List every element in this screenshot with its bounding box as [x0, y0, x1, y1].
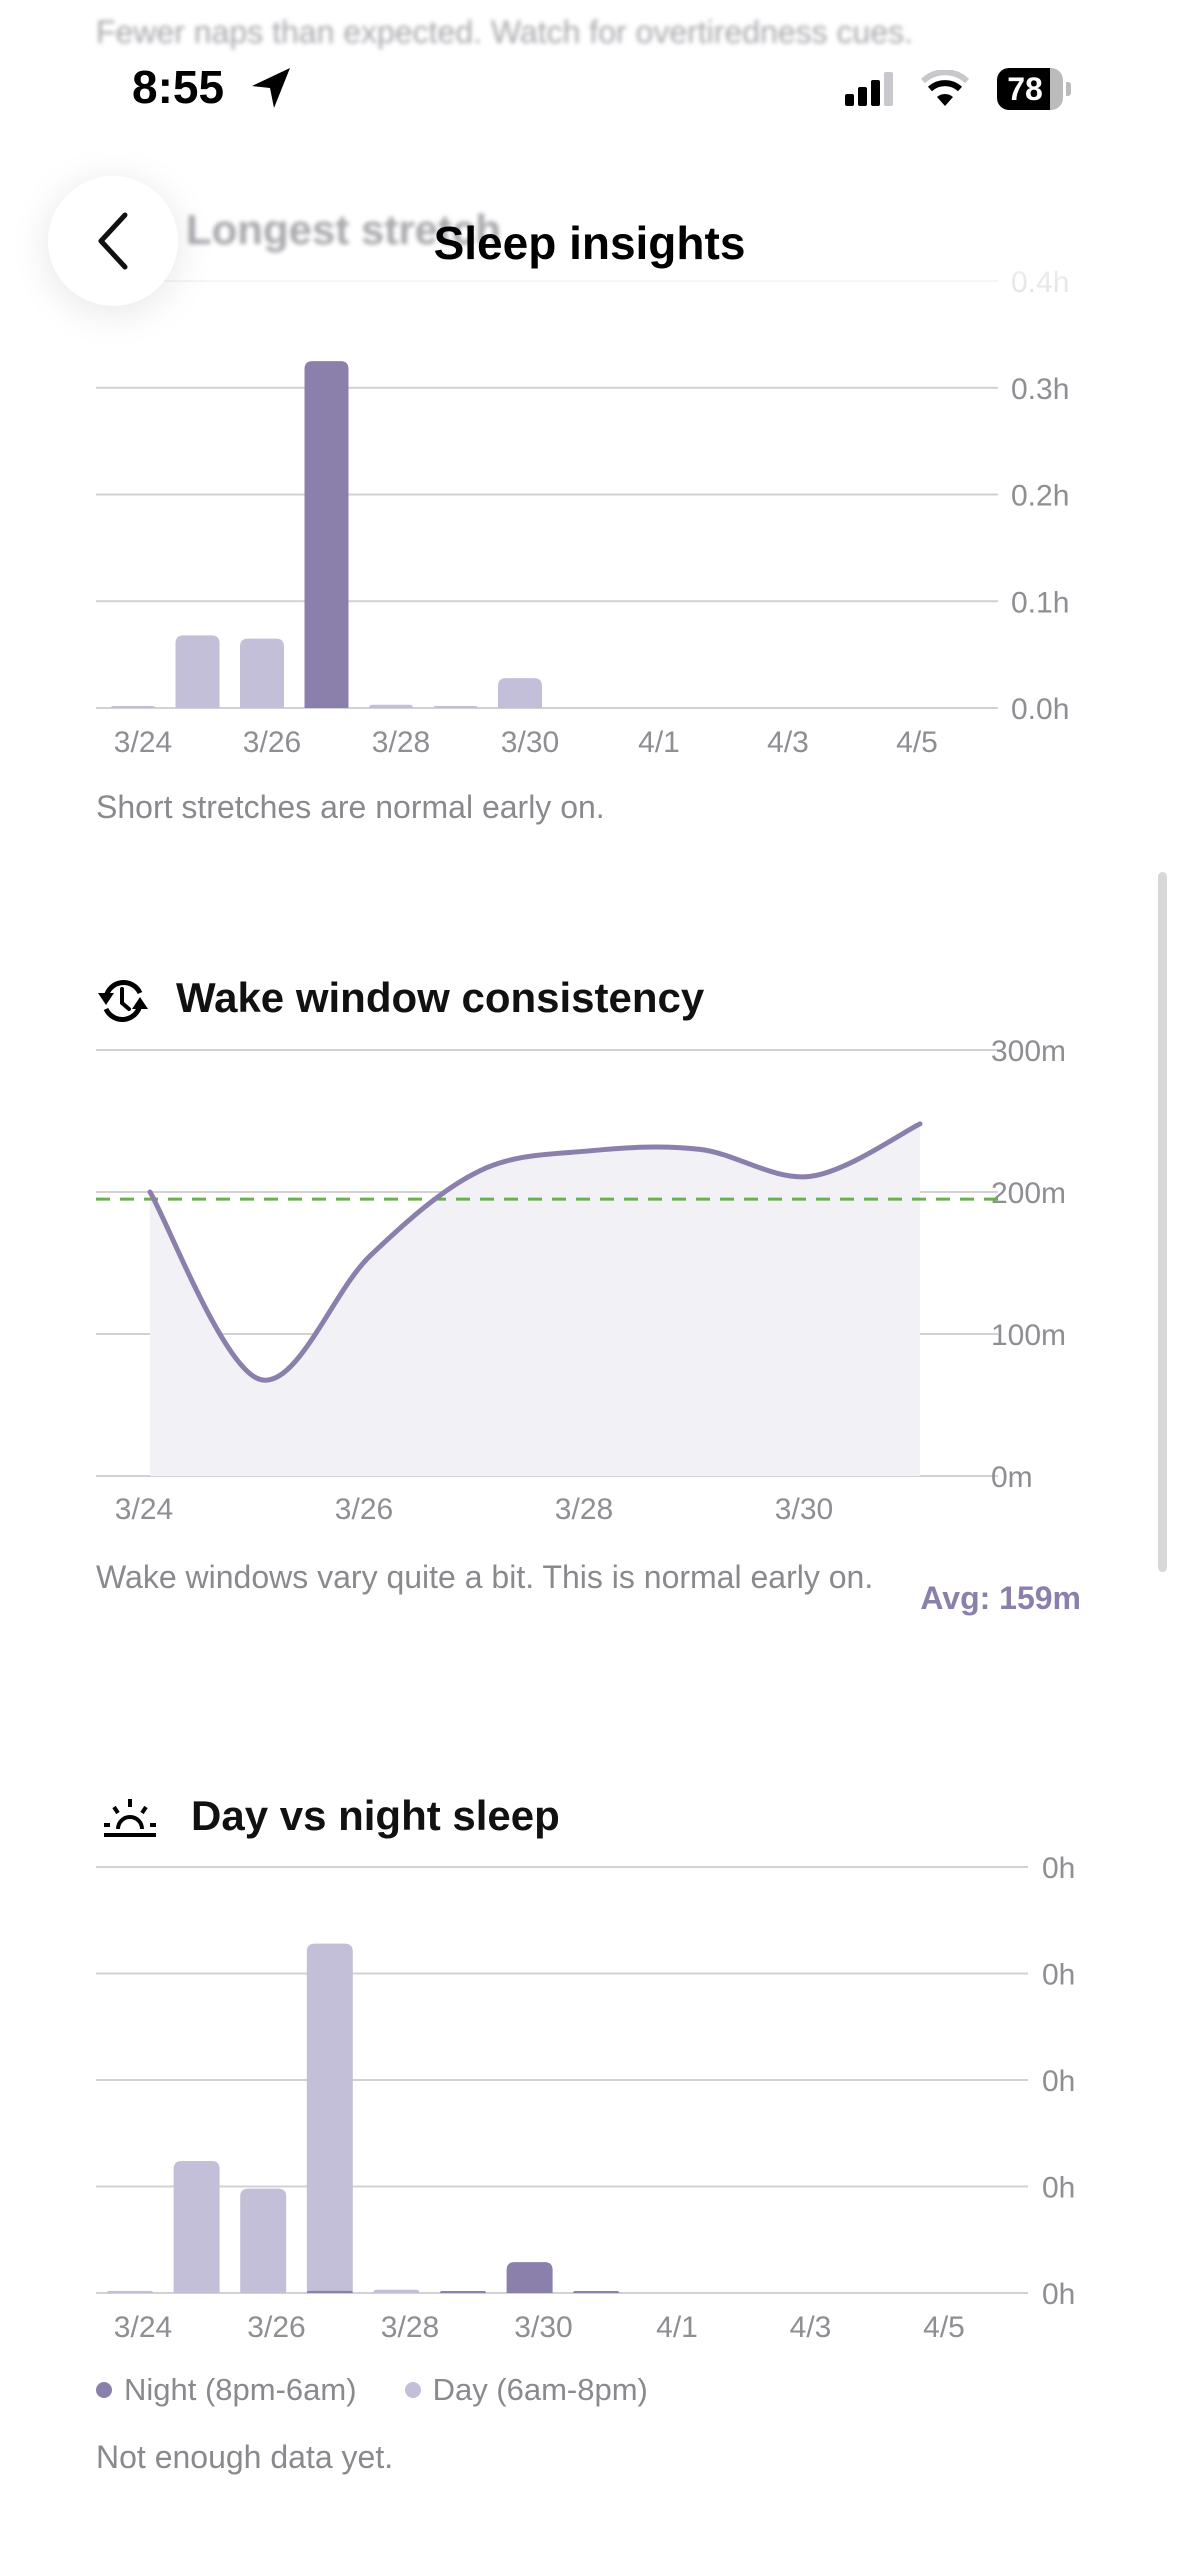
x-tick-label: 3/26 [335, 1493, 393, 1526]
x-tick-label: 4/5 [896, 726, 938, 759]
bar [369, 704, 413, 708]
longest-stretch-caption: Short stretches are normal early on. [96, 789, 605, 825]
wake-window-average: Avg: 159m [920, 1580, 1081, 1616]
status-time: 8:55 [132, 61, 225, 113]
bar [240, 638, 284, 708]
wake-window-caption: Wake windows vary quite a bit. This is n… [96, 1559, 874, 1595]
wifi-icon [920, 70, 970, 106]
legend-day-swatch [404, 2382, 421, 2398]
clock-cycle-icon [98, 980, 148, 1022]
night-bar [506, 2262, 553, 2293]
y-tick-label: 0.0h [1011, 693, 1069, 726]
night-bar [440, 2291, 486, 2293]
sunrise-icon [104, 1799, 156, 1837]
legend-night-label: Night (8pm-6am) [124, 2372, 357, 2407]
x-tick-label: 3/30 [775, 1493, 833, 1526]
day-night-caption: Not enough data yet. [96, 2439, 394, 2475]
x-tick-label: 3/30 [514, 2311, 572, 2344]
y-tick-label: 100m [991, 1319, 1066, 1352]
bar [304, 361, 349, 708]
y-tick-label: 0.1h [1011, 586, 1069, 619]
chevron-left-icon [98, 212, 128, 270]
battery-tip [1066, 82, 1071, 96]
area-fill [150, 1123, 920, 1476]
x-tick-label: 3/24 [114, 2311, 172, 2344]
y-tick-label: 200m [991, 1177, 1066, 1210]
y-tick-label: 0h [1042, 2065, 1075, 2098]
y-tick-label: 0h [1042, 2172, 1075, 2205]
wake-window-title: Wake window consistency [176, 974, 705, 1021]
battery-icon: 78 [997, 68, 1063, 110]
x-tick-label: 3/28 [372, 726, 430, 759]
bar [111, 706, 155, 708]
battery-level: 78 [1007, 70, 1043, 107]
x-tick-label: 3/28 [555, 1493, 613, 1526]
x-tick-label: 4/5 [923, 2311, 965, 2344]
longest-stretch-title: Longest stretch [186, 206, 502, 253]
x-tick-label: 3/26 [243, 726, 301, 759]
bar [175, 635, 220, 708]
night-bar [306, 2290, 353, 2293]
location-arrow-icon [252, 68, 290, 108]
legend-day-label: Day (6am-8pm) [432, 2372, 648, 2407]
y-tick-label: 0h [1042, 1852, 1075, 1885]
x-tick-label: 3/24 [114, 726, 172, 759]
x-tick-label: 4/1 [656, 2311, 698, 2344]
y-tick-label: 0m [991, 1461, 1033, 1494]
bar [498, 678, 542, 708]
y-tick-label: 0.3h [1011, 373, 1069, 406]
bar [433, 706, 478, 708]
day-bar [107, 2290, 153, 2293]
y-tick-label: 300m [991, 1035, 1066, 1068]
x-tick-label: 4/1 [638, 726, 680, 759]
day-night-title: Day vs night sleep [191, 1792, 560, 1839]
y-tick-label: 0h [1042, 1959, 1075, 1992]
x-tick-label: 4/3 [790, 2311, 832, 2344]
day-bar [173, 2160, 220, 2293]
x-tick-label: 3/24 [115, 1493, 173, 1526]
legend: Night (8pm-6am) Day (6am-8pm) [96, 2372, 648, 2408]
day-bar [373, 2289, 420, 2293]
x-tick-label: 3/26 [247, 2311, 305, 2344]
scrollbar[interactable] [1158, 872, 1167, 1572]
x-tick-label: 3/28 [381, 2311, 439, 2344]
y-tick-label: 0h [1042, 2278, 1075, 2311]
scrolled-under-text: Fewer naps than expected. Watch for over… [96, 14, 913, 50]
x-tick-label: 3/30 [501, 726, 559, 759]
day-bar [240, 2188, 287, 2293]
night-bar [573, 2291, 620, 2293]
day-bar [306, 1943, 353, 2293]
signal-icon [845, 72, 893, 106]
header-backdrop [0, 0, 1179, 330]
legend-night-swatch [96, 2382, 112, 2398]
wake-window-line [147, 1121, 923, 1383]
x-tick-label: 4/3 [767, 726, 809, 759]
y-tick-label: 0.2h [1011, 480, 1069, 513]
back-button[interactable] [48, 176, 178, 306]
